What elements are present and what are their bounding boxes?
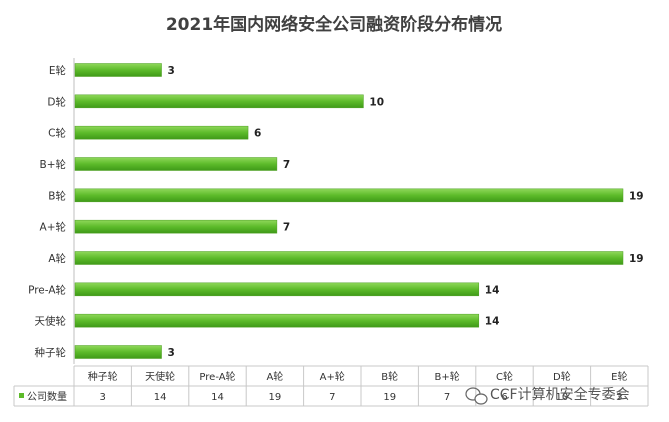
table-header-8: D轮	[553, 370, 571, 383]
table-header-2: Pre-A轮	[199, 370, 235, 383]
data-label-7: 6	[254, 128, 261, 140]
bars-group	[74, 63, 624, 359]
data-label-4: 7	[283, 222, 290, 234]
data-label-3: 19	[629, 253, 644, 265]
bar-6	[74, 157, 278, 171]
bar-9	[74, 63, 162, 77]
bar-2	[74, 282, 480, 297]
table-header-7: C轮	[496, 370, 513, 383]
legend-series-name: 公司数量	[27, 390, 67, 403]
bar-3	[74, 251, 624, 265]
data-label-0: 3	[168, 347, 175, 359]
category-label-4: A+轮	[40, 221, 67, 234]
table-header-1: 天使轮	[145, 370, 175, 383]
chart-title: 2021年国内网络安全公司融资阶段分布情况	[166, 14, 502, 35]
category-label-1: 天使轮	[35, 315, 67, 328]
category-label-9: E轮	[49, 64, 67, 77]
table-header-0: 种子轮	[88, 370, 118, 383]
table-cell-1: 14	[154, 392, 167, 403]
table-header-6: B+轮	[434, 370, 459, 383]
bar-7	[74, 125, 249, 140]
bar-1	[74, 313, 480, 328]
data-label-2: 14	[485, 284, 500, 296]
table-header-5: B轮	[381, 370, 398, 383]
table-cell-8: 10	[556, 392, 569, 403]
bar-8	[74, 94, 364, 109]
table-cell-6: 7	[444, 392, 450, 403]
category-label-8: D轮	[47, 95, 66, 108]
data-label-1: 14	[485, 316, 500, 328]
data-label-5: 19	[629, 190, 644, 202]
watermark: CCF计算机安全专委会	[465, 386, 630, 405]
category-label-3: A轮	[48, 252, 66, 265]
data-label-9: 3	[168, 65, 175, 77]
table-header-3: A轮	[266, 370, 283, 383]
category-label-6: B+轮	[39, 158, 66, 171]
table-cell-5: 19	[383, 392, 396, 403]
wechat-icon	[465, 387, 488, 405]
category-label-7: C轮	[48, 127, 66, 140]
table-cell-2: 14	[211, 392, 224, 403]
bar-4	[74, 219, 278, 234]
table-cell-9: 3	[616, 392, 622, 403]
table-header-9: E轮	[611, 370, 627, 383]
data-labels: 3 14 14 19 7 19 7 6 10 3	[168, 65, 644, 359]
table-cell-3: 19	[269, 392, 282, 403]
category-label-5: B轮	[48, 189, 66, 202]
table-cell-0: 3	[100, 392, 106, 403]
legend-swatch	[19, 393, 24, 398]
data-label-8: 10	[369, 96, 384, 108]
category-label-2: Pre-A轮	[28, 283, 66, 296]
category-label-0: 种子轮	[35, 346, 67, 359]
bar-0	[74, 345, 162, 359]
table-cell-7: 6	[501, 392, 507, 403]
watermark-text: CCF计算机安全专委会	[490, 386, 630, 403]
bar-5	[74, 188, 624, 203]
table-cell-4: 7	[329, 392, 335, 403]
data-label-6: 7	[283, 159, 290, 171]
category-labels: 种子轮 天使轮 Pre-A轮 A轮 A+轮 B轮 B+轮 C轮 D轮 E轮	[28, 64, 66, 359]
table-header-4: A+轮	[320, 370, 345, 383]
